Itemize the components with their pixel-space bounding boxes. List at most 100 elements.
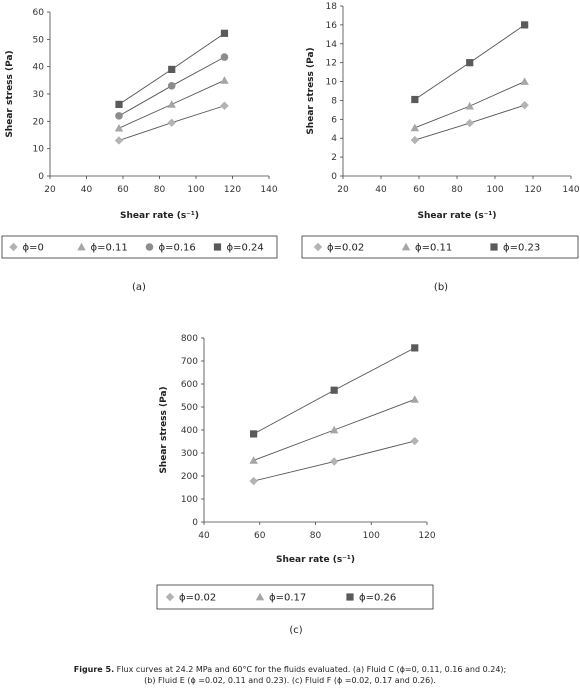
x-axis-label: Shear rate (s⁻¹) <box>276 555 355 565</box>
legend-box <box>1 235 278 259</box>
x-tick-label: 60 <box>117 185 129 195</box>
legend-marker <box>490 243 498 251</box>
caption-text-1: Flux curves at 24.2 MPa and 60°C for the… <box>116 665 507 674</box>
y-tick-label: 0 <box>38 172 44 182</box>
x-tick-label: 80 <box>154 185 166 195</box>
x-tick-label: 60 <box>254 531 266 541</box>
x-tick-label: 20 <box>337 185 349 195</box>
x-tick-label: 60 <box>413 185 425 195</box>
x-tick-label: 20 <box>44 185 56 195</box>
y-tick-label: 200 <box>181 472 198 482</box>
y-tick-label: 50 <box>33 35 45 45</box>
y-tick-label: 40 <box>33 63 45 73</box>
data-point <box>220 76 229 84</box>
caption-line-1: Figure 5. Flux curves at 24.2 MPa and 60… <box>40 664 540 675</box>
caption-line-2: (b) Fluid E (ϕ =0.02, 0.11 and 0.23). (c… <box>144 676 436 685</box>
x-tick-label: 140 <box>260 185 277 195</box>
panel-label: (c) <box>289 625 302 636</box>
x-tick-label: 120 <box>524 185 541 195</box>
legend-marker <box>346 593 354 601</box>
y-tick-label: 60 <box>33 8 45 18</box>
legend-label: ϕ=0.26 <box>359 593 396 604</box>
chart-panel-3: 0 100 200 300 400 500 600 700 800 40 60 80 100 120 She… <box>156 334 436 636</box>
data-point <box>220 29 229 37</box>
data-point <box>167 118 176 127</box>
legend-label: ϕ=0.23 <box>503 243 540 254</box>
x-axis-label: Shear rate (s⁻¹) <box>120 211 199 221</box>
y-axis-label: Shear stress (Pa) <box>159 386 169 473</box>
y-tick-label: 16 <box>326 21 338 31</box>
legend-label: ϕ=0.16 <box>159 243 196 254</box>
data-point <box>520 77 529 85</box>
y-tick-label: 4 <box>331 134 337 144</box>
data-point <box>411 95 419 104</box>
y-tick-label: 500 <box>181 403 198 413</box>
data-point <box>115 100 123 108</box>
y-tick-label: 18 <box>326 2 338 12</box>
x-tick-label: 40 <box>198 531 210 541</box>
legend-marker <box>9 242 18 252</box>
data-point <box>249 476 258 486</box>
panel-label: (a) <box>132 282 146 293</box>
figure-caption: Figure 5. Flux curves at 24.2 MPa and 60… <box>40 664 540 686</box>
y-tick-label: 6 <box>331 115 337 125</box>
legend-box <box>301 235 579 259</box>
legend-label: ϕ=0.24 <box>227 243 264 254</box>
data-point <box>410 123 420 132</box>
data-point <box>466 59 474 67</box>
x-tick-label: 80 <box>310 531 322 541</box>
y-tick-label: 0 <box>192 518 198 528</box>
data-point <box>521 21 529 29</box>
y-tick-label: 700 <box>181 357 198 367</box>
chart-panel-1: 0 10 20 30 40 50 60 20 40 60 80 100 120 140 Shear rate… <box>1 8 278 293</box>
data-point <box>250 430 258 438</box>
data-point <box>329 457 339 466</box>
y-tick-label: 300 <box>181 449 198 459</box>
data-point <box>520 100 529 110</box>
x-tick-label: 100 <box>486 185 503 195</box>
data-point <box>249 456 258 464</box>
data-point <box>167 82 176 90</box>
chart-panel-2: 0 2 4 6 8 10 12 14 16 18 20 40 60 80 100 120 140 Shear ra… <box>301 2 580 293</box>
legend-marker <box>145 243 154 251</box>
x-tick-label: 80 <box>451 185 463 195</box>
x-tick-label: 40 <box>375 185 387 195</box>
data-point <box>220 53 229 61</box>
legend-box <box>156 584 434 610</box>
data-point <box>114 136 124 145</box>
y-tick-label: 10 <box>33 145 45 155</box>
legend-label: ϕ=0.11 <box>91 243 128 254</box>
data-point <box>220 101 229 110</box>
y-tick-label: 8 <box>331 96 337 106</box>
legend-marker <box>255 592 265 601</box>
legend-label: ϕ=0 <box>23 243 44 254</box>
y-axis-label: Shear stress (Pa) <box>306 47 316 134</box>
data-point <box>410 135 420 145</box>
caption-figure-number: Figure 5. <box>73 665 115 674</box>
data-point <box>168 65 176 73</box>
y-tick-label: 400 <box>181 426 198 436</box>
x-tick-label: 140 <box>562 185 579 195</box>
legend-marker <box>213 243 222 251</box>
legend-label: ϕ=0.11 <box>415 243 452 254</box>
x-tick-label: 120 <box>224 185 241 195</box>
y-tick-label: 12 <box>326 59 337 69</box>
data-point <box>115 112 123 120</box>
data-point <box>114 123 124 132</box>
data-point <box>330 386 338 394</box>
legend-marker <box>77 242 86 251</box>
y-tick-label: 30 <box>33 90 45 100</box>
data-point <box>410 436 419 446</box>
x-tick-label: 100 <box>363 531 380 541</box>
y-tick-label: 100 <box>181 495 198 505</box>
panel-label: (b) <box>434 282 448 293</box>
y-tick-label: 20 <box>33 117 45 127</box>
legend-marker <box>401 242 411 251</box>
x-tick-label: 120 <box>418 531 435 541</box>
x-tick-label: 40 <box>81 185 93 195</box>
legend-label: ϕ=0.02 <box>179 593 216 604</box>
data-point <box>465 118 474 128</box>
y-tick-label: 800 <box>181 334 198 344</box>
data-point <box>465 101 474 110</box>
